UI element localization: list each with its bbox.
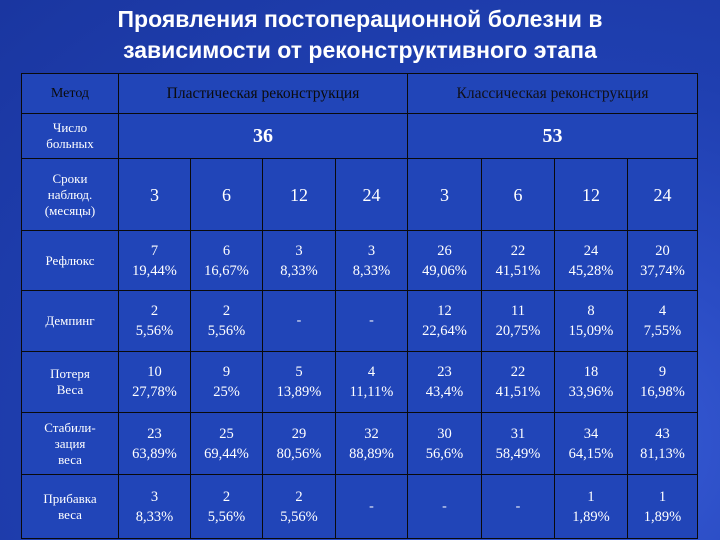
value-cell: 25 69,44% <box>190 412 263 475</box>
value-cell: 24 45,28% <box>554 230 628 291</box>
value-cell: 30 56,6% <box>407 412 482 475</box>
value-cell: 9 25% <box>190 351 263 413</box>
method-header: Метод <box>21 73 119 114</box>
table-row-weight-gain: Прибавка веса 3 8,33% 2 5,56% 2 5,56% - - -… <box>21 474 698 539</box>
value-cell: 9 16,98% <box>627 351 698 413</box>
month-cell: 24 <box>335 158 408 231</box>
month-cell: 6 <box>190 158 263 231</box>
row-label: Рефлюкс <box>21 230 119 291</box>
value-cell: 22 41,51% <box>481 351 555 413</box>
value-cell: 11 20,75% <box>481 290 555 352</box>
row-label: Стабили- зация веса <box>21 412 119 475</box>
value-cell: 23 43,4% <box>407 351 482 413</box>
value-cell: 2 5,56% <box>190 474 263 539</box>
value-cell: 2 5,56% <box>190 290 263 352</box>
classic-header: Классическая реконструкция <box>407 73 698 114</box>
value-cell: 8 15,09% <box>554 290 628 352</box>
month-cell: 6 <box>481 158 555 231</box>
slide-title: Проявления постоперационной болезни в за… <box>0 4 720 66</box>
value-cell: 2 5,56% <box>262 474 336 539</box>
month-cell: 24 <box>627 158 698 231</box>
plastic-patients: 36 <box>118 113 408 159</box>
value-cell: - <box>335 474 408 539</box>
value-cell: 22 41,51% <box>481 230 555 291</box>
months-label: Сроки наблюд. (месяцы) <box>21 158 119 231</box>
patients-row: Число больных 36 53 <box>21 113 698 159</box>
row-label: Прибавка веса <box>21 474 119 539</box>
row-label: Демпинг <box>21 290 119 352</box>
months-row: Сроки наблюд. (месяцы) 3 6 12 24 3 6 12 … <box>21 158 698 231</box>
value-cell: 3 8,33% <box>262 230 336 291</box>
value-cell: 34 64,15% <box>554 412 628 475</box>
month-cell: 12 <box>554 158 628 231</box>
value-cell: 18 33,96% <box>554 351 628 413</box>
value-cell: 31 58,49% <box>481 412 555 475</box>
classic-patients: 53 <box>407 113 698 159</box>
value-cell: - <box>335 290 408 352</box>
month-cell: 3 <box>407 158 482 231</box>
title-line-1: Проявления постоперационной болезни в <box>117 6 603 32</box>
value-cell: 23 63,89% <box>118 412 191 475</box>
row-label: Потеря Веса <box>21 351 119 413</box>
value-cell: 43 81,13% <box>627 412 698 475</box>
value-cell: 1 1,89% <box>554 474 628 539</box>
patients-label: Число больных <box>21 113 119 159</box>
title-line-2: зависимости от реконструктивного этапа <box>123 37 597 63</box>
value-cell: 20 37,74% <box>627 230 698 291</box>
value-cell: 10 27,78% <box>118 351 191 413</box>
month-cell: 12 <box>262 158 336 231</box>
results-table: Метод Пластическая реконструкция Классич… <box>21 73 698 539</box>
plastic-header: Пластическая реконструкция <box>118 73 408 114</box>
header-row: Метод Пластическая реконструкция Классич… <box>21 73 698 114</box>
value-cell: 3 8,33% <box>118 474 191 539</box>
value-cell: 4 11,11% <box>335 351 408 413</box>
value-cell: - <box>262 290 336 352</box>
value-cell: 1 1,89% <box>627 474 698 539</box>
value-cell: 7 19,44% <box>118 230 191 291</box>
table-row-weight-loss: Потеря Веса 10 27,78% 9 25% 5 13,89% 4 11,11… <box>21 351 698 413</box>
value-cell: 5 13,89% <box>262 351 336 413</box>
value-cell: - <box>407 474 482 539</box>
value-cell: 26 49,06% <box>407 230 482 291</box>
value-cell: 6 16,67% <box>190 230 263 291</box>
value-cell: 32 88,89% <box>335 412 408 475</box>
value-cell: 2 5,56% <box>118 290 191 352</box>
table-row-dumping: Демпинг 2 5,56% 2 5,56% - - 12 22,64% 11 20,… <box>21 290 698 352</box>
value-cell: 12 22,64% <box>407 290 482 352</box>
table-row-weight-stable: Стабили- зация веса 23 63,89% 25 69,44% 29… <box>21 412 698 475</box>
table-row-reflux: Рефлюкс 7 19,44% 6 16,67% 3 8,33% 3 8,33% 26… <box>21 230 698 291</box>
value-cell: 4 7,55% <box>627 290 698 352</box>
month-cell: 3 <box>118 158 191 231</box>
value-cell: 29 80,56% <box>262 412 336 475</box>
value-cell: 3 8,33% <box>335 230 408 291</box>
value-cell: - <box>481 474 555 539</box>
